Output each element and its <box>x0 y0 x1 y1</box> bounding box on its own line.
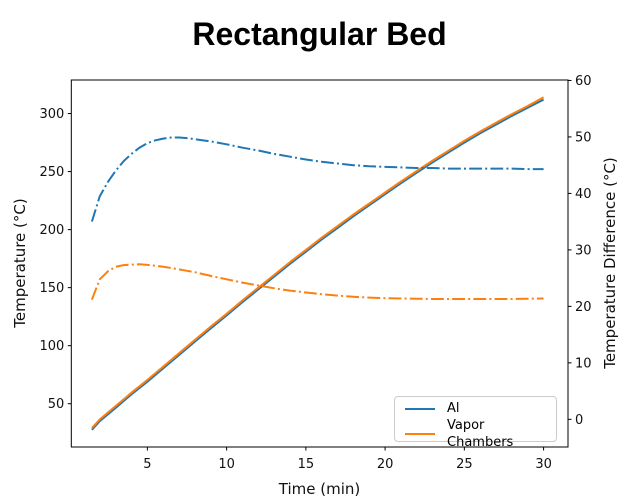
y-tick-label-left: 300 <box>39 107 64 122</box>
x-tick-label: 5 <box>143 457 151 472</box>
x-tick-label: 25 <box>456 457 473 472</box>
chart-title: Rectangular Bed <box>192 16 447 52</box>
legend-label-vapor-chambers: Vapor Chambers <box>447 418 514 450</box>
y-tick-label-right: 40 <box>575 187 592 202</box>
legend-entry-vapor-chambers: Vapor Chambers <box>405 417 546 451</box>
y-tick-label-right: 50 <box>575 130 592 145</box>
y-tick-label-right: 20 <box>575 300 592 315</box>
legend: Al Vapor Chambers <box>394 396 557 450</box>
x-tick-label: 15 <box>298 457 315 472</box>
y-tick-label-right: 60 <box>575 74 592 89</box>
series-vapor-chambers <box>91 96 545 429</box>
y-tick-label-left: 50 <box>48 397 65 412</box>
y-tick-label-right: 0 <box>575 413 583 428</box>
al-line-swatch <box>405 407 435 410</box>
y-axis-label-left: Temperature (°C) <box>11 198 29 328</box>
x-axis-label: Time (min) <box>278 480 361 498</box>
legend-label-al: Al <box>447 401 460 416</box>
y-axis-label-right: Temperature Difference (°C) <box>601 157 619 369</box>
y-tick-label-left: 250 <box>39 165 64 180</box>
x-tick-label: 30 <box>535 457 552 472</box>
vapor-chambers-line-swatch <box>405 433 435 435</box>
legend-entry-al: Al <box>405 400 546 417</box>
y-tick-label-left: 200 <box>39 223 64 238</box>
y-tick-label-left: 100 <box>39 339 64 354</box>
series-vapor-chambers-temperature-difference <box>90 263 544 300</box>
series-al <box>91 98 545 431</box>
series-al-temperature-difference <box>90 136 544 222</box>
y-tick-label-right: 30 <box>575 243 592 258</box>
y-tick-label-left: 150 <box>39 281 64 296</box>
y-tick-label-right: 10 <box>575 356 592 371</box>
plot-border <box>70 79 569 448</box>
x-tick-label: 10 <box>218 457 235 472</box>
x-tick-label: 20 <box>377 457 394 472</box>
